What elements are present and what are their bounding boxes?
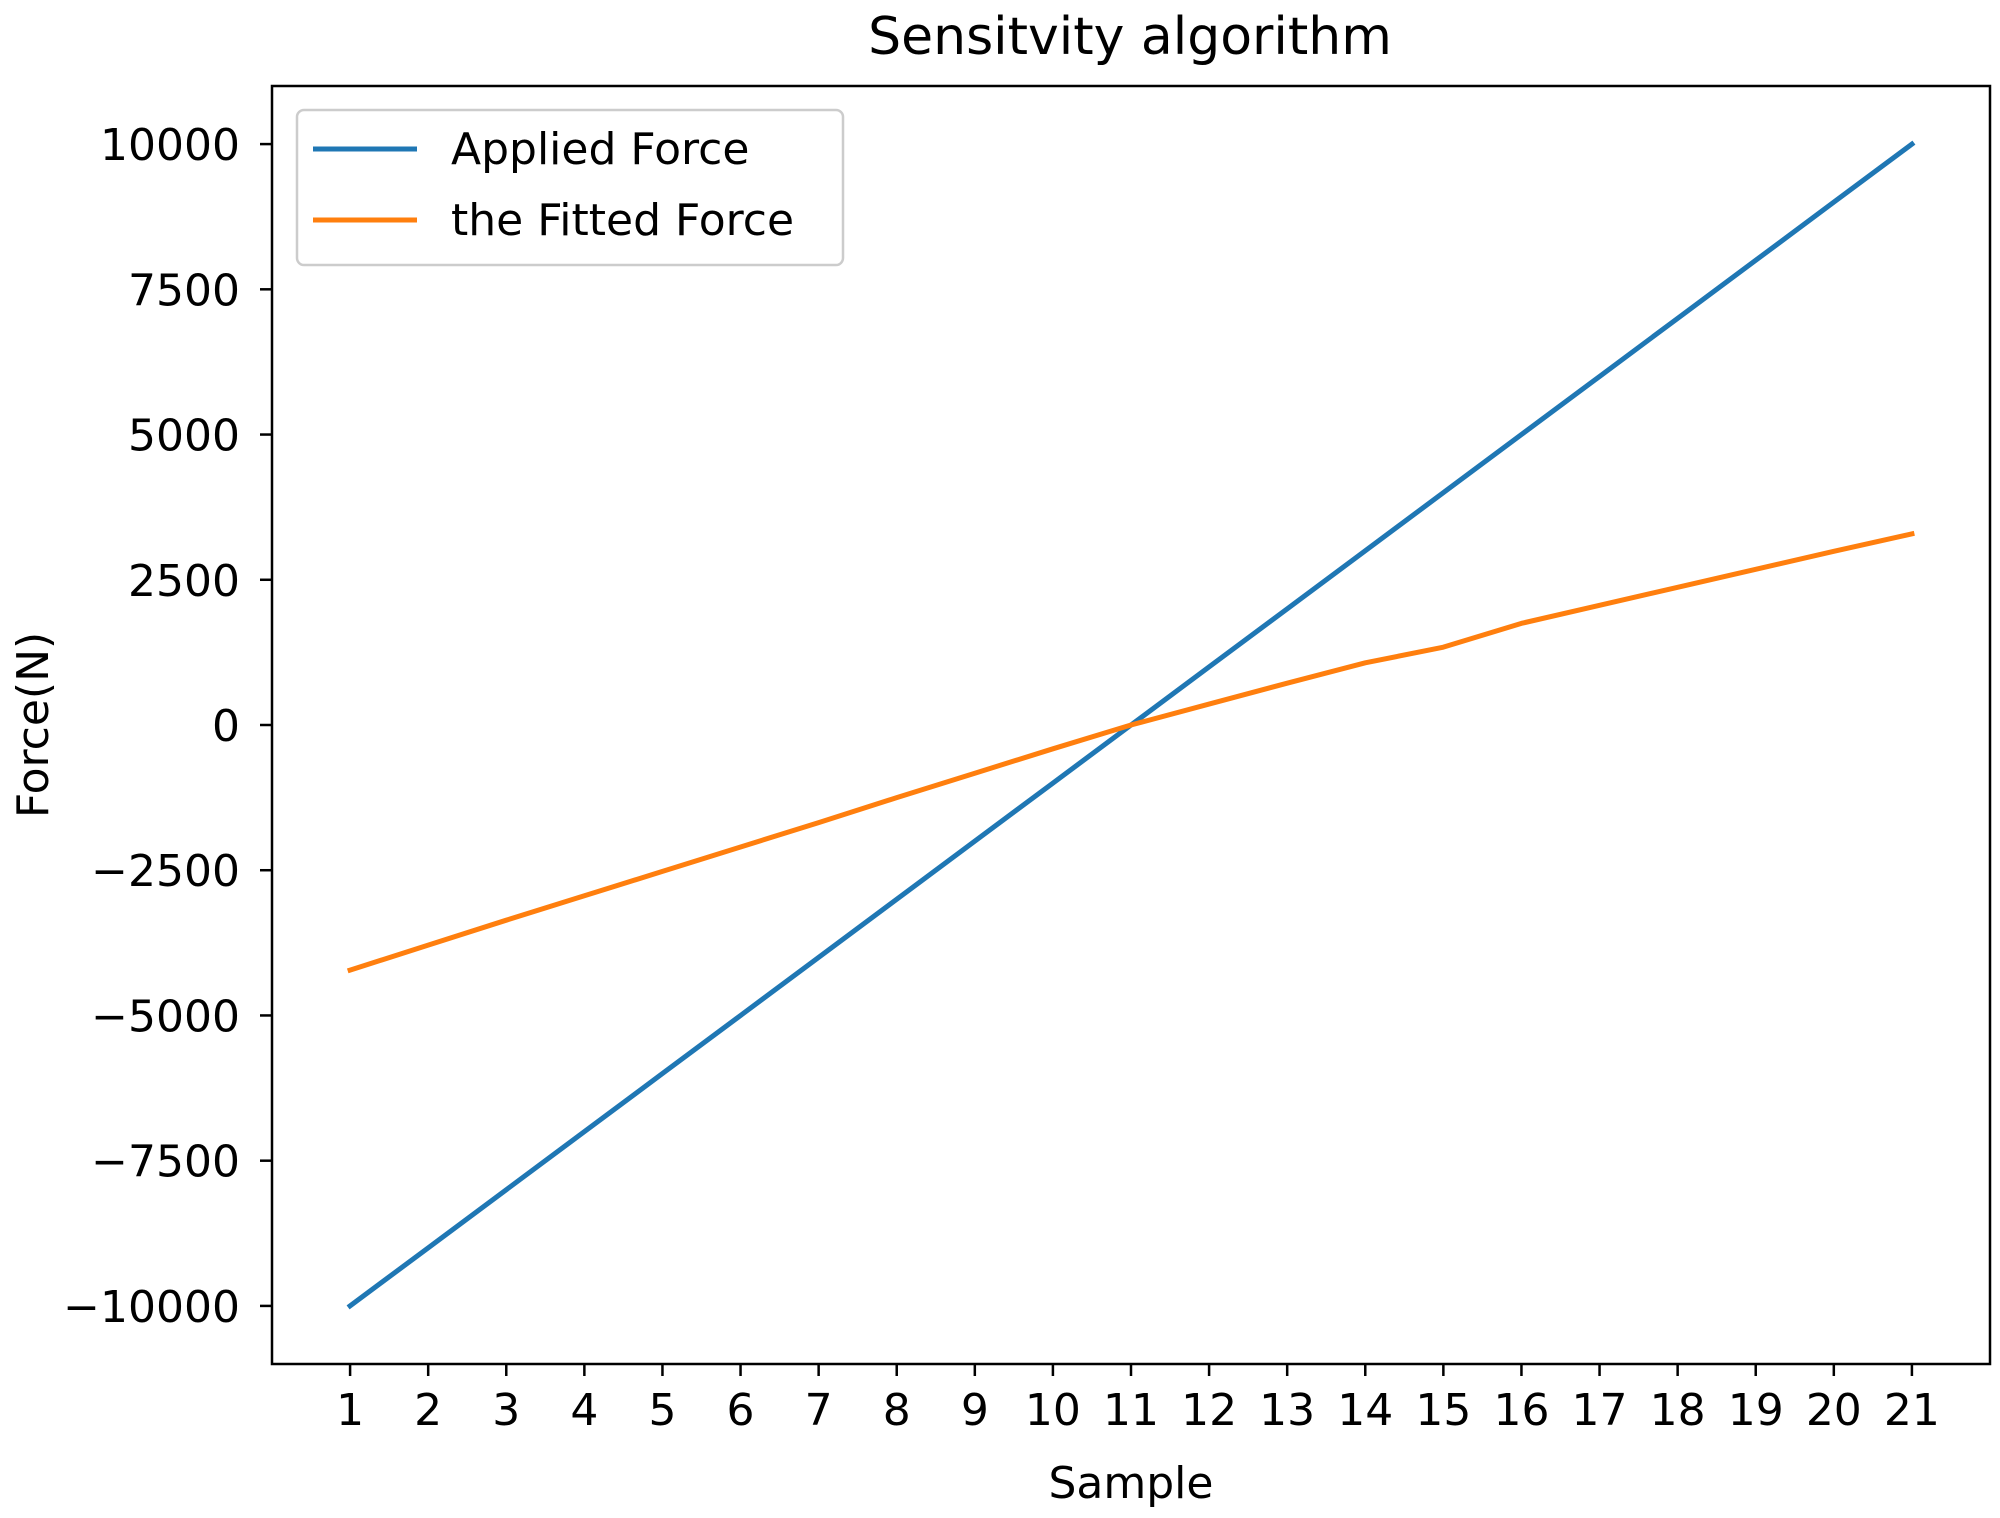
y-tick-label: −5000	[91, 991, 240, 1042]
y-tick-label: 5000	[128, 411, 240, 462]
y-tick-label: 2500	[128, 556, 240, 607]
x-tick-label: 14	[1337, 1385, 1393, 1436]
x-tick-label: 15	[1415, 1385, 1471, 1436]
y-tick-label: −2500	[91, 846, 240, 897]
y-axis-ticks: −10000 −7500 −5000 −2500 0 2500 5000 7500 10000	[63, 120, 272, 1333]
y-tick-label: 0	[212, 701, 240, 752]
x-tick-label: 3	[492, 1385, 520, 1436]
x-tick-label: 5	[648, 1385, 676, 1436]
x-tick-label: 4	[570, 1385, 598, 1436]
x-tick-label: 9	[961, 1385, 989, 1436]
chart-title: Sensitvity algorithm	[868, 7, 1392, 67]
legend-label-fitted-force: the Fitted Force	[451, 195, 794, 246]
y-tick-label: −10000	[63, 1282, 240, 1333]
x-tick-label: 11	[1103, 1385, 1159, 1436]
x-tick-label: 20	[1806, 1385, 1862, 1436]
x-tick-label: 10	[1025, 1385, 1081, 1436]
series-line-the-fitted-force	[346, 530, 1915, 974]
y-tick-label: 10000	[100, 120, 240, 171]
x-axis-label: Sample	[1049, 1458, 1214, 1509]
x-tick-label: 18	[1650, 1385, 1706, 1436]
legend-box	[295, 108, 845, 267]
x-tick-label: 8	[883, 1385, 911, 1436]
legend: Applied Force the Fitted Force	[295, 108, 845, 267]
series-lines	[346, 140, 1916, 1310]
x-tick-label: 2	[414, 1385, 442, 1436]
x-tick-label: 17	[1572, 1385, 1628, 1436]
x-tick-label: 1	[336, 1385, 364, 1436]
y-axis-label: Force(N)	[8, 632, 59, 818]
y-tick-label: 7500	[128, 265, 240, 316]
x-tick-label: 7	[805, 1385, 833, 1436]
x-tick-label: 12	[1181, 1385, 1237, 1436]
y-tick-label: −7500	[91, 1137, 240, 1188]
legend-label-applied-force: Applied Force	[451, 124, 749, 175]
x-tick-label: 13	[1259, 1385, 1315, 1436]
x-tick-label: 6	[727, 1385, 755, 1436]
x-axis-ticks: 1 2 3 4 5 6 7 8 9 10 11 12 13 14 15 16 17 18 19 20 21	[336, 1364, 1940, 1436]
x-tick-label: 16	[1493, 1385, 1549, 1436]
x-tick-label: 21	[1884, 1385, 1940, 1436]
x-tick-label: 19	[1728, 1385, 1784, 1436]
